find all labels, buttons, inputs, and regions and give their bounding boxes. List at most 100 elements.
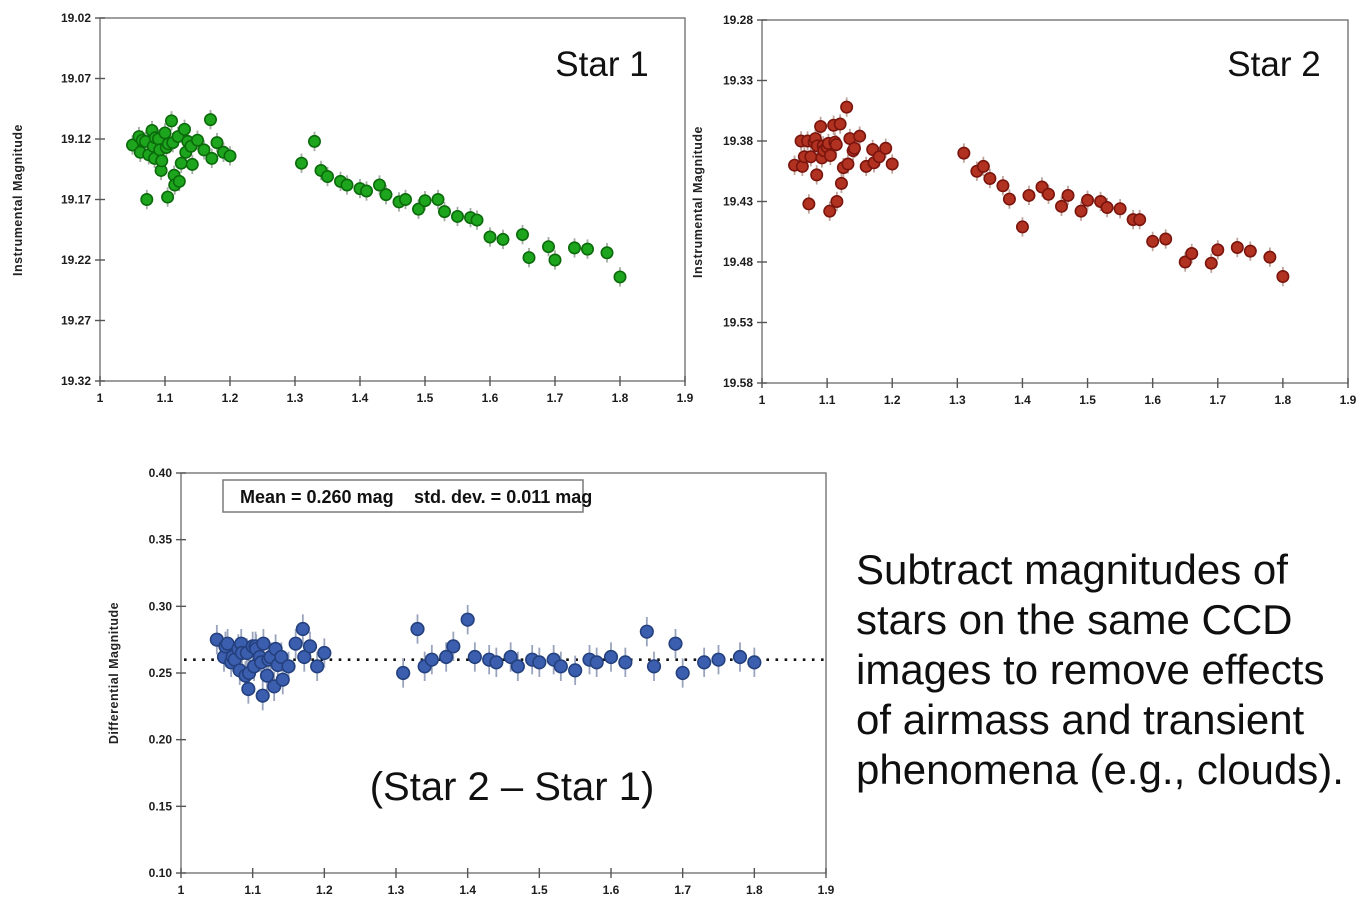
data-point: [834, 176, 848, 190]
x-tick-label: 1.9: [818, 883, 835, 897]
data-point: [223, 149, 237, 163]
data-point: [450, 209, 464, 223]
mean-value-label: Mean = 0.260 mag: [240, 487, 394, 507]
x-tick-label: 1.2: [316, 883, 333, 897]
x-tick-label: 1.7: [674, 883, 691, 897]
data-point: [431, 193, 445, 207]
data-point: [470, 213, 484, 227]
data-point: [732, 649, 748, 665]
y-axis-title: Instrumental Magnitude: [11, 124, 25, 276]
data-point: [1055, 199, 1069, 213]
data-point: [568, 663, 583, 678]
data-point: [483, 230, 497, 244]
y-tick-label: 19.28: [723, 13, 753, 27]
data-point: [589, 655, 604, 670]
data-point: [1002, 192, 1016, 206]
data-point: [515, 228, 529, 242]
y-tick-label: 19.53: [723, 316, 753, 330]
y-tick-label: 19.38: [723, 134, 753, 148]
y-tick-label: 0.30: [149, 599, 173, 613]
x-tick-label: 1.6: [1144, 393, 1161, 407]
data-point: [1015, 220, 1029, 234]
data-point: [814, 119, 828, 133]
data-point: [853, 129, 867, 143]
x-tick-label: 1.7: [1209, 393, 1226, 407]
data-point: [359, 184, 373, 198]
data-point: [548, 253, 562, 267]
x-tick-label: 1.1: [244, 883, 261, 897]
y-tick-label: 0.25: [149, 666, 173, 680]
stats-annotation-box: [222, 479, 584, 513]
data-point: [307, 134, 321, 148]
y-tick-label: 19.27: [61, 314, 91, 328]
data-point: [802, 197, 816, 211]
x-tick-label: 1.5: [531, 883, 548, 897]
data-point: [1159, 232, 1173, 246]
data-point: [297, 649, 312, 665]
data-point: [204, 113, 218, 127]
data-point: [185, 157, 199, 171]
data-point: [241, 681, 256, 697]
x-tick-label: 1.3: [287, 391, 304, 405]
x-tick-label: 1.5: [417, 391, 434, 405]
data-point: [439, 649, 454, 665]
data-point: [503, 649, 518, 665]
data-point: [178, 122, 192, 136]
chart-star1-plot: 19.02 19.07 19.12 19.17 19.22 19.27 19.32 1 1.1 1…: [11, 11, 694, 405]
data-point: [600, 246, 614, 260]
data-point: [398, 193, 412, 207]
y-tick-label: 19.58: [723, 376, 753, 390]
data-point: [302, 639, 318, 654]
data-point: [155, 154, 169, 168]
x-tick-label: 1.2: [222, 391, 239, 405]
data-point: [317, 645, 332, 661]
chart-differential-figure: 0.40 0.35 0.30 0.25 0.20 0.15 0.10 1 1.1 1.2 1.3 1.…: [100, 450, 860, 921]
data-point: [829, 138, 843, 152]
x-tick-label: 1.6: [603, 883, 620, 897]
x-tick-label: 1.4: [352, 391, 369, 405]
x-tick-label: 1.8: [1275, 393, 1292, 407]
data-point: [259, 668, 275, 683]
data-point: [668, 636, 683, 651]
data-point: [711, 652, 726, 667]
data-point: [372, 178, 386, 192]
data-point: [567, 241, 581, 255]
x-tick-label: 1: [178, 883, 185, 897]
caption-line-3: images to remove effects: [856, 646, 1325, 693]
data-point: [275, 672, 290, 687]
data-point: [618, 655, 633, 670]
chart-differential-plot: 0.40 0.35 0.30 0.25 0.20 0.15 0.10 1 1.1 1.2 1.3 1.…: [107, 466, 835, 897]
x-tick-label: 1.9: [677, 391, 694, 405]
chart-star2-figure: 19.28 19.33 19.38 19.43 19.48 19.53 19.58 1 1.1 1…: [690, 0, 1370, 440]
x-tick-label: 1.1: [819, 393, 836, 407]
data-point: [294, 156, 308, 170]
data-point: [747, 655, 762, 670]
y-tick-label: 19.12: [61, 132, 91, 146]
data-point: [847, 141, 861, 155]
data-point: [340, 178, 354, 192]
y-tick-label: 19.22: [61, 253, 91, 267]
data-point: [1178, 255, 1192, 269]
data-point: [580, 242, 594, 256]
data-point: [510, 659, 525, 674]
data-point: [522, 251, 536, 265]
caption-line-4: of airmass and transient: [856, 696, 1305, 743]
x-tick-label: 1.4: [1014, 393, 1031, 407]
y-tick-label: 0.40: [149, 466, 173, 480]
y-tick-label: 19.17: [61, 193, 91, 207]
data-point: [996, 179, 1010, 193]
data-point: [437, 205, 451, 219]
x-tick-label: 1.5: [1079, 393, 1096, 407]
star-title: Star 1: [555, 45, 648, 84]
data-point: [823, 149, 837, 163]
data-point: [418, 194, 432, 208]
data-point: [411, 202, 425, 216]
data-point: [1133, 213, 1147, 227]
data-point: [532, 655, 547, 670]
x-tick-label: 1: [97, 391, 104, 405]
x-tick-label: 1.2: [884, 393, 901, 407]
x-tick-label: 1.3: [949, 393, 966, 407]
y-tick-label: 0.20: [149, 733, 173, 747]
x-tick-label: 1.4: [459, 883, 476, 897]
